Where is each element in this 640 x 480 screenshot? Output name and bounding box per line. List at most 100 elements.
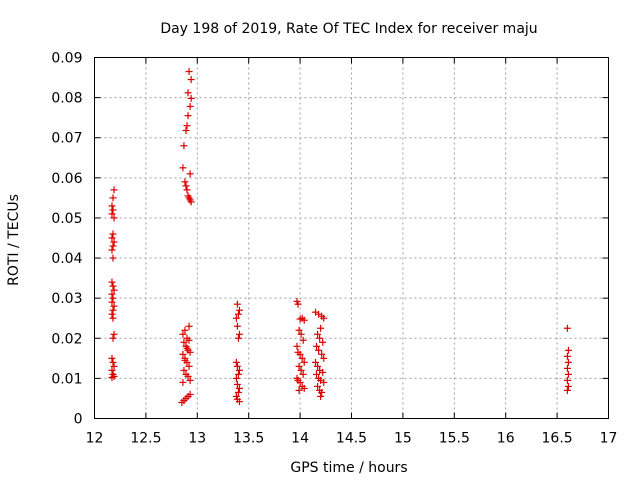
data-point	[234, 310, 242, 318]
data-point	[316, 334, 324, 342]
x-tick-label: 13	[188, 431, 206, 447]
data-point	[109, 314, 117, 322]
data-point	[564, 346, 572, 354]
data-point	[187, 76, 195, 84]
data-point	[300, 316, 308, 324]
data-point	[108, 310, 116, 318]
data-point	[110, 186, 118, 194]
data-point	[314, 382, 322, 390]
x-tick-label: 14	[291, 431, 309, 447]
data-point	[235, 398, 243, 406]
data-point	[108, 366, 116, 374]
data-point	[186, 170, 194, 178]
y-tick-label: 0.06	[51, 171, 82, 187]
data-point	[110, 330, 118, 338]
data-point	[563, 324, 571, 332]
data-point	[234, 334, 242, 342]
data-point	[180, 366, 188, 374]
x-tick-label: 15	[394, 431, 412, 447]
data-point	[185, 336, 193, 344]
data-point	[295, 362, 303, 370]
data-point	[294, 300, 302, 308]
data-point	[319, 338, 327, 346]
data-point	[186, 376, 194, 384]
data-point	[233, 322, 241, 330]
data-point	[110, 238, 118, 246]
data-point	[563, 386, 571, 394]
data-point	[315, 346, 323, 354]
data-point	[109, 334, 117, 342]
data-point	[110, 214, 118, 222]
data-point	[183, 344, 191, 352]
data-point	[108, 210, 116, 218]
x-tick-label: 13.5	[233, 431, 264, 447]
data-point	[184, 372, 192, 380]
data-point	[109, 254, 117, 262]
data-point	[295, 326, 303, 334]
data-point	[110, 286, 118, 294]
data-point	[319, 368, 327, 376]
data-point	[298, 354, 306, 362]
data-point	[108, 202, 116, 210]
data-point	[109, 282, 117, 290]
data-point	[182, 127, 190, 135]
y-tick-label: 0.03	[51, 291, 82, 307]
data-point	[564, 382, 572, 390]
data-point	[295, 386, 303, 394]
data-point	[186, 390, 194, 398]
data-point	[234, 388, 242, 396]
y-tick-label: 0	[74, 412, 83, 428]
data-point	[187, 198, 195, 206]
data-point	[183, 186, 191, 194]
x-tick-label: 12.5	[130, 431, 161, 447]
data-point	[296, 350, 304, 358]
data-point	[233, 380, 241, 388]
data-point	[108, 354, 116, 362]
data-point	[109, 206, 117, 214]
y-tick-label: 0.05	[51, 211, 82, 227]
data-point	[182, 182, 190, 190]
data-point	[183, 122, 191, 130]
data-point	[318, 350, 326, 358]
y-tick-label: 0.07	[51, 131, 82, 147]
data-point	[180, 338, 188, 346]
x-tick-label: 14.5	[336, 431, 367, 447]
data-point	[235, 306, 243, 314]
data-point	[300, 384, 308, 392]
x-axis-label: GPS time / hours	[290, 460, 407, 476]
data-point	[232, 358, 240, 366]
data-point	[180, 142, 188, 150]
data-point	[108, 278, 116, 286]
data-point	[108, 298, 116, 306]
x-tick-label: 12	[86, 431, 104, 447]
data-point	[109, 230, 117, 238]
data-point	[184, 112, 192, 120]
data-point	[235, 330, 243, 338]
data-point	[297, 330, 305, 338]
data-point	[179, 378, 187, 386]
data-point	[185, 322, 193, 330]
x-tick-labels: 12 12.5 13 13.5 14 14.5 15 15.5 16 16.5 17	[86, 431, 618, 447]
data-point	[300, 358, 308, 366]
y-tick-labels: 0 0.01 0.02 0.03 0.04 0.05 0.06 0.07 0.08 0.09	[51, 51, 82, 428]
data-point	[181, 356, 189, 364]
data-point	[184, 89, 192, 97]
data-point	[181, 178, 189, 186]
data-point	[185, 362, 193, 370]
data-point	[293, 342, 301, 350]
data-point	[109, 194, 117, 202]
grid-lines	[94, 57, 609, 419]
data-point	[313, 370, 321, 378]
y-tick-label: 0.09	[51, 51, 82, 67]
y-tick-label: 0.08	[51, 91, 82, 107]
data-point	[108, 234, 116, 242]
data-point	[317, 324, 325, 332]
data-point	[320, 354, 328, 362]
data-point	[318, 388, 326, 396]
x-tick-label: 16.5	[542, 431, 573, 447]
data-point	[232, 314, 240, 322]
x-tick-label: 17	[600, 431, 618, 447]
data-points	[108, 68, 572, 406]
data-point	[312, 358, 320, 366]
data-point	[108, 374, 116, 382]
